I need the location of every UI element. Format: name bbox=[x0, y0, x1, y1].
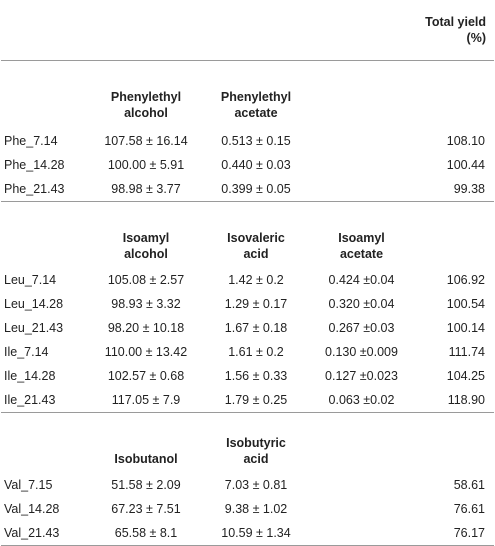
sample-name: Leu_7.14 bbox=[4, 273, 57, 287]
yield-value: 98.93 ± 3.32 bbox=[111, 297, 181, 311]
sample-name: Ile_14.28 bbox=[4, 369, 56, 383]
yield-value: 0.424 ±0.04 bbox=[328, 273, 395, 287]
group-header-row: Isoamyl alcohol Isovaleric acid Isoamyl aceta… bbox=[1, 201, 494, 268]
compound-header bbox=[311, 60, 412, 129]
yield-value: 51.58 ± 2.09 bbox=[111, 478, 181, 492]
yield-value: 110.00 ± 13.42 bbox=[104, 345, 188, 359]
sample-name: Leu_21.43 bbox=[4, 321, 64, 335]
table-row: Leu_14.28 98.93 ± 3.32 1.29 ± 0.17 0.320 ±0… bbox=[1, 292, 494, 316]
table-row: Ile_14.28 102.57 ± 0.68 1.56 ± 0.33 0.127 ±… bbox=[1, 364, 494, 388]
sample-name: Phe_7.14 bbox=[4, 134, 58, 148]
total-yield-value: 58.61 bbox=[453, 478, 485, 492]
yield-value: 1.29 ± 0.17 bbox=[224, 297, 288, 311]
yield-value: 1.79 ± 0.25 bbox=[224, 393, 288, 407]
total-yield-value: 104.25 bbox=[446, 369, 485, 383]
yield-value: 107.58 ± 16.14 bbox=[104, 134, 188, 148]
table-row: Val_14.28 67.23 ± 7.51 9.38 ± 1.02 76.61 bbox=[1, 497, 494, 521]
yield-value: 9.38 ± 1.02 bbox=[224, 502, 288, 516]
total-yield-value: 100.44 bbox=[446, 158, 485, 172]
yield-value: 65.58 ± 8.1 bbox=[91, 521, 201, 546]
sample-name: Phe_21.43 bbox=[4, 182, 65, 196]
total-yield-value: 76.17 bbox=[412, 521, 494, 546]
yield-value: 0.440 ± 0.03 bbox=[221, 158, 291, 172]
total-yield-value: 76.61 bbox=[453, 502, 485, 516]
yield-value: 98.98 ± 3.77 bbox=[111, 182, 181, 196]
yield-value bbox=[311, 497, 412, 521]
yield-value: 102.57 ± 0.68 bbox=[107, 369, 185, 383]
yield-value: 0.513 ± 0.15 bbox=[221, 134, 291, 148]
yield-value: 0.063 ±0.02 bbox=[328, 393, 395, 407]
yield-value: 0.130 ±0.009 bbox=[325, 345, 398, 359]
yield-value: 98.20 ± 10.18 bbox=[107, 321, 185, 335]
total-yield-value: 108.10 bbox=[446, 134, 485, 148]
compound-header: Phenylethyl alcohol bbox=[91, 60, 201, 129]
yield-value: 0.399 ± 0.05 bbox=[221, 182, 291, 196]
compound-header: Isoamyl acetate bbox=[311, 201, 412, 268]
yield-value bbox=[311, 129, 412, 153]
compound-header: Isobutanol bbox=[91, 412, 201, 473]
sample-name: Val_14.28 bbox=[4, 502, 60, 516]
yield-value: 7.03 ± 0.81 bbox=[224, 478, 288, 492]
yield-value: 10.59 ± 1.34 bbox=[201, 521, 311, 546]
total-yield-value: 100.14 bbox=[446, 321, 485, 335]
yield-value: 0.127 ±0.023 bbox=[325, 369, 398, 383]
yield-value: 0.320 ±0.04 bbox=[328, 297, 395, 311]
table-header-row: Total yield (%) bbox=[1, 0, 494, 61]
yield-value bbox=[311, 177, 412, 202]
total-yield-value: 111.74 bbox=[448, 345, 485, 359]
table-row: Phe_14.28 100.00 ± 5.91 0.440 ± 0.03 100.44 bbox=[1, 153, 494, 177]
yield-value bbox=[311, 153, 412, 177]
compound-header: Isovaleric acid bbox=[201, 201, 311, 268]
sample-name: Val_7.15 bbox=[4, 478, 53, 492]
sample-name: Val_21.43 bbox=[1, 521, 91, 546]
total-yield-value: 118.90 bbox=[447, 393, 485, 407]
table-row: Ile_21.43 117.05 ± 7.9 1.79 ± 0.25 0.063 ±0… bbox=[1, 388, 494, 413]
total-yield-value: 99.38 bbox=[453, 182, 485, 196]
table-row: Val_7.15 51.58 ± 2.09 7.03 ± 0.81 58.61 bbox=[1, 473, 494, 497]
total-yield-value: 100.54 bbox=[446, 297, 485, 311]
yield-value: 1.61 ± 0.2 bbox=[228, 345, 284, 359]
yield-value: 67.23 ± 7.51 bbox=[111, 502, 181, 516]
sample-name: Ile_7.14 bbox=[4, 345, 49, 359]
yield-value: 117.05 ± 7.9 bbox=[111, 393, 181, 407]
yield-value: 1.56 ± 0.33 bbox=[224, 369, 288, 383]
group-header-row: Isobutanol Isobutyric acid bbox=[1, 412, 494, 473]
compound-header: Isoamyl alcohol bbox=[91, 201, 201, 268]
sample-name: Leu_14.28 bbox=[4, 297, 64, 311]
table-row: Leu_7.14 105.08 ± 2.57 1.42 ± 0.2 0.424 ±0.… bbox=[1, 268, 494, 292]
total-yield-header: Total yield (%) bbox=[425, 15, 486, 45]
compound-header: Phenylethyl acetate bbox=[201, 60, 311, 129]
yield-value: 100.00 ± 5.91 bbox=[107, 158, 185, 172]
total-yield-value: 106.92 bbox=[446, 273, 485, 287]
yield-value: 1.42 ± 0.2 bbox=[228, 273, 284, 287]
table-row: Val_21.43 65.58 ± 8.1 10.59 ± 1.34 76.17 bbox=[1, 521, 494, 546]
sample-name: Ile_21.43 bbox=[4, 393, 56, 407]
yield-value bbox=[311, 473, 412, 497]
yield-value: 0.267 ±0.03 bbox=[328, 321, 395, 335]
sample-name: Phe_14.28 bbox=[4, 158, 65, 172]
group-header-row: Phenylethyl alcohol Phenylethyl acetate bbox=[1, 60, 494, 129]
yield-value: 1.67 ± 0.18 bbox=[224, 321, 288, 335]
table-row: Ile_7.14 110.00 ± 13.42 1.61 ± 0.2 0.130 ±0… bbox=[1, 340, 494, 364]
compound-header bbox=[311, 412, 412, 473]
table-row: Phe_7.14 107.58 ± 16.14 0.513 ± 0.15 108.10 bbox=[1, 129, 494, 153]
yield-value: 105.08 ± 2.57 bbox=[107, 273, 185, 287]
compound-header: Isobutyric acid bbox=[201, 412, 311, 473]
table-row: Leu_21.43 98.20 ± 10.18 1.67 ± 0.18 0.267 ±… bbox=[1, 316, 494, 340]
yield-value bbox=[311, 521, 412, 546]
table-row: Phe_21.43 98.98 ± 3.77 0.399 ± 0.05 99.38 bbox=[1, 177, 494, 202]
